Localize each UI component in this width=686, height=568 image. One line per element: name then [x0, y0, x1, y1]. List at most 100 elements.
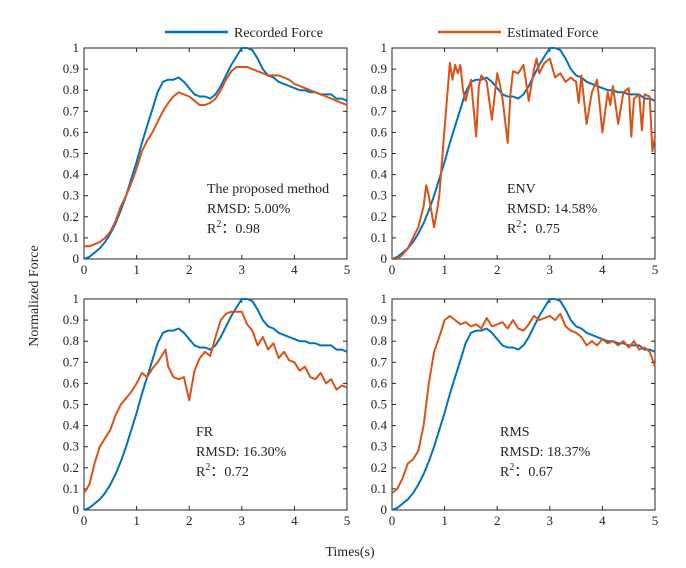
axes-box — [391, 298, 656, 511]
y-tick-label: 0.5 — [371, 397, 387, 412]
y-tick-label: 0.6 — [371, 375, 388, 390]
r2-label: R2：0.98 — [207, 219, 260, 237]
x-tick-label: 4 — [599, 513, 606, 528]
x-tick-label: 1 — [441, 513, 448, 528]
r2-label: R2：0.75 — [507, 219, 560, 237]
rmsd-label: RMSD: 18.37% — [500, 445, 591, 460]
r2-label: R2：0.67 — [500, 462, 553, 480]
y-tick-label: 0.7 — [63, 354, 80, 369]
y-tick-label: 0.8 — [371, 333, 387, 348]
y-tick-label: 0.3 — [63, 188, 79, 203]
x-tick-label: 2 — [494, 513, 501, 528]
y-tick-label: 0.5 — [371, 146, 387, 161]
x-tick-label: 4 — [291, 513, 298, 528]
r2-superscript: 2 — [516, 219, 521, 230]
y-tick-label: 0.1 — [371, 230, 387, 245]
method-label: RMS — [500, 425, 530, 440]
r2-label: R2：0.72 — [196, 462, 249, 480]
y-tick-label: 1 — [73, 291, 80, 306]
panel-proposed-method: 0 0.1 0.2 0.3 0.4 0.5 0.6 0.7 0.8 0.9 1 0 1 2 3 4 5 The p… — [63, 40, 351, 277]
x-tick-label: 3 — [239, 513, 246, 528]
x-tick-label: 5 — [344, 262, 351, 277]
y-tick-label: 0 — [381, 502, 388, 517]
y-tick-label: 0 — [381, 251, 388, 266]
legend-estimated-label: Estimated Force — [507, 26, 598, 41]
y-tick-label: 0.8 — [63, 333, 79, 348]
x-tick-label: 0 — [389, 513, 396, 528]
x-tick-label: 1 — [133, 513, 140, 528]
series-line-recorded-force — [391, 47, 656, 260]
y-tick-label: 0.7 — [63, 103, 80, 118]
x-tick-label: 0 — [81, 513, 88, 528]
y-tick-label: 0.8 — [63, 82, 79, 97]
x-tick-label: 1 — [133, 262, 140, 277]
y-tick-label: 0.2 — [371, 460, 387, 475]
x-tick-label: 5 — [652, 262, 659, 277]
y-tick-label: 0.9 — [371, 61, 387, 76]
r2-superscript: 2 — [509, 462, 514, 473]
rmsd-label: RMSD: 16.30% — [196, 445, 287, 460]
y-tick-label: 0.4 — [63, 167, 80, 182]
x-tick-label: 3 — [547, 262, 554, 277]
y-tick-label: 0.5 — [63, 146, 79, 161]
r2-value: ：0.72 — [210, 465, 249, 480]
y-tick-label: 1 — [381, 40, 388, 55]
r2-base: R — [500, 465, 510, 480]
r2-value: ：0.98 — [221, 222, 260, 237]
y-tick-label: 0 — [73, 251, 80, 266]
panel-fr: 0 0.1 0.2 0.3 0.4 0.5 0.6 0.7 0.8 0.9 1 0 1 2 3 4 5 FR RMS… — [63, 291, 351, 528]
y-tick-label: 0.9 — [63, 312, 79, 327]
method-label: FR — [196, 425, 214, 440]
axes-box — [391, 47, 656, 260]
x-tick-label: 0 — [389, 262, 396, 277]
x-tick-label: 2 — [494, 262, 501, 277]
r2-base: R — [507, 222, 517, 237]
legend-recorded-label: Recorded Force — [234, 26, 323, 41]
y-axis-label: Normalized Force — [27, 245, 42, 346]
x-tick-label: 3 — [239, 262, 246, 277]
panel-env: 0 0.1 0.2 0.3 0.4 0.5 0.6 0.7 0.8 0.9 1 0 1 2 3 4 5 ENV RM… — [371, 40, 659, 277]
x-tick-label: 5 — [344, 513, 351, 528]
r2-base: R — [196, 465, 206, 480]
r2-base: R — [207, 222, 217, 237]
x-tick-label: 2 — [186, 262, 193, 277]
rmsd-label: RMSD: 5.00% — [207, 202, 291, 217]
series-line-estimated-force — [83, 310, 348, 494]
series-line-estimated-force — [84, 66, 348, 248]
x-tick-label: 5 — [652, 513, 659, 528]
y-tick-label: 0.7 — [371, 354, 388, 369]
y-tick-label: 0.1 — [63, 481, 79, 496]
y-tick-label: 1 — [73, 40, 80, 55]
x-tick-label: 3 — [547, 513, 554, 528]
y-tick-label: 0.4 — [63, 418, 80, 433]
x-tick-label: 2 — [186, 513, 193, 528]
x-tick-label: 0 — [81, 262, 88, 277]
y-tick-label: 0.8 — [371, 82, 387, 97]
y-tick-label: 0.3 — [371, 188, 387, 203]
y-tick-label: 0.1 — [63, 230, 79, 245]
x-tick-label: 4 — [599, 262, 606, 277]
y-tick-label: 0.9 — [63, 61, 79, 76]
y-tick-label: 0.1 — [371, 481, 387, 496]
legend: Recorded Force Estimated Force — [165, 26, 598, 41]
y-tick-label: 0.2 — [63, 209, 79, 224]
y-tick-label: 0.6 — [371, 124, 388, 139]
y-tick-label: 0.9 — [371, 312, 387, 327]
series-line-estimated-force — [391, 312, 656, 494]
y-tick-label: 0.7 — [371, 103, 388, 118]
y-tick-label: 0.6 — [63, 375, 80, 390]
x-tick-label: 1 — [441, 262, 448, 277]
x-axis-label: Times(s) — [325, 545, 375, 560]
y-tick-label: 0.6 — [63, 124, 80, 139]
r2-superscript: 2 — [205, 462, 210, 473]
r2-value: ：0.67 — [514, 465, 553, 480]
series-line-recorded-force — [83, 298, 348, 511]
r2-value: ：0.75 — [521, 222, 560, 237]
y-tick-label: 0 — [73, 502, 80, 517]
rmsd-label: RMSD: 14.58% — [507, 202, 598, 217]
panel-rms: 0 0.1 0.2 0.3 0.4 0.5 0.6 0.7 0.8 0.9 1 0 1 2 3 4 5 RMS RM… — [371, 291, 659, 528]
y-tick-label: 0.2 — [371, 209, 387, 224]
y-tick-label: 0.5 — [63, 397, 79, 412]
r2-superscript: 2 — [216, 219, 221, 230]
